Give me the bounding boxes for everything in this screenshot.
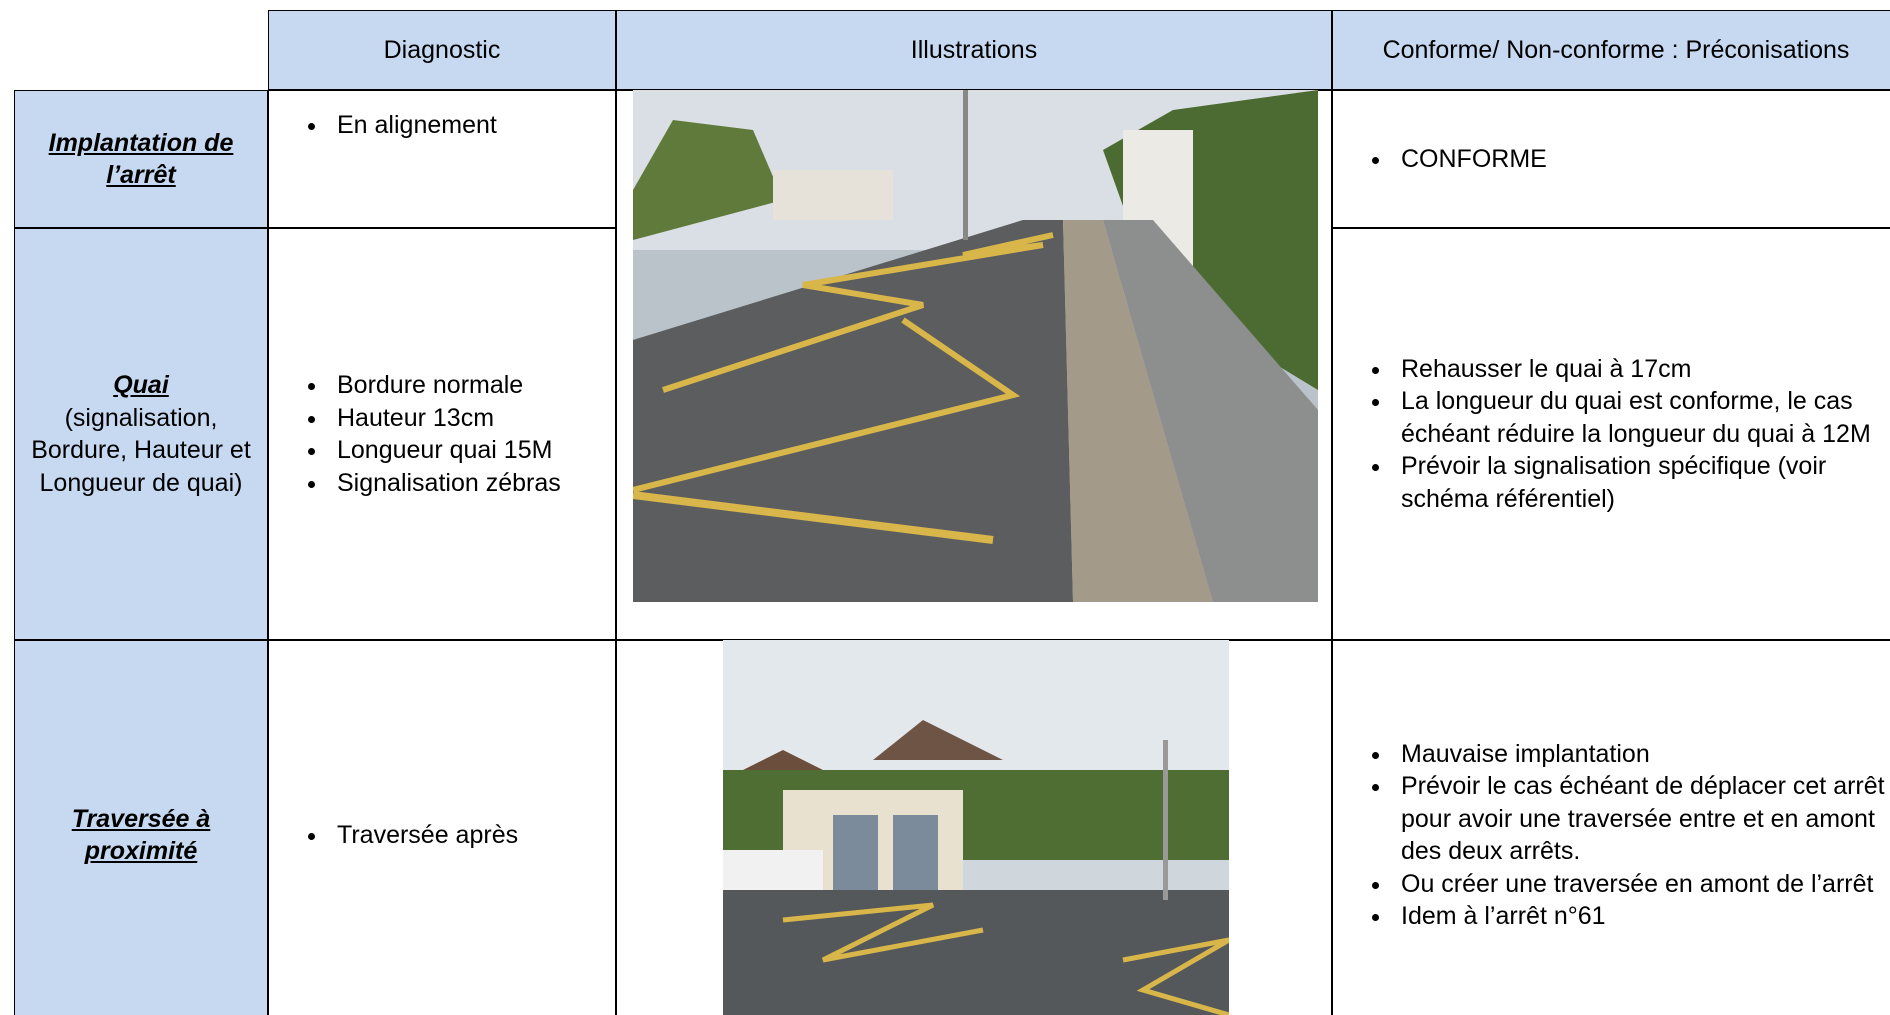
diagnostic-list: Bordure normaleHauteur 13cmLongueur quai… (269, 369, 561, 499)
recommendation-list: Mauvaise implantationPrévoir le cas éché… (1333, 738, 1890, 933)
header-text: Conforme/ Non-conforme : Préconisations (1382, 35, 1850, 64)
row-title: Traversée à proximité (71, 804, 211, 866)
diagnostic-cell: Bordure normaleHauteur 13cmLongueur quai… (268, 228, 616, 640)
diagnostic-cell: Traversée après (268, 640, 616, 1015)
diagnostic-item: Longueur quai 15M (329, 434, 561, 467)
photo-shelter (723, 640, 1229, 1015)
recommendation-item: Idem à l’arrêt n°61 (1393, 900, 1890, 933)
diagnostic-item: Signalisation zébras (329, 467, 561, 500)
row-label: Quai (signalisation, Bordure, Hauteur et … (14, 228, 268, 640)
recommendation-cell: Mauvaise implantationPrévoir le cas éché… (1332, 640, 1890, 1015)
recommendation-cell: CONFORME (1332, 90, 1890, 228)
header-text: Illustrations (910, 35, 1038, 64)
recommendation-item: La longueur du quai est conforme, le cas… (1393, 385, 1890, 450)
recommendation-item: Prévoir le cas échéant de déplacer cet a… (1393, 770, 1890, 868)
row-label: Traversée à proximité (14, 640, 268, 1015)
header-cell: Illustrations (616, 10, 1332, 90)
row-title: Quai (113, 371, 169, 399)
diagnostic-list: En alignement (269, 109, 497, 142)
recommendation-list: CONFORME (1333, 143, 1547, 176)
photo-street (633, 90, 1318, 602)
row-subtitle: (signalisation, Bordure, Hauteur et Long… (31, 403, 251, 497)
recommendation-item: Prévoir la signalisation spécifique (voi… (1393, 450, 1890, 515)
diagnostic-item: Hauteur 13cm (329, 402, 561, 435)
header-cell: Diagnostic (268, 10, 616, 90)
diagnostic-cell: En alignement (268, 90, 616, 228)
diagnostic-list: Traversée après (269, 819, 518, 852)
recommendation-cell: Rehausser le quai à 17cmLa longueur du q… (1332, 228, 1890, 640)
recommendation-item: Rehausser le quai à 17cm (1393, 353, 1890, 386)
diagnostic-item: Traversée après (329, 819, 518, 852)
row-title: Implantation de l’arrêt (48, 128, 234, 190)
row-label: Implantation de l’arrêt (14, 90, 268, 228)
recommendation-item: Mauvaise implantation (1393, 738, 1890, 771)
diagnostic-item: En alignement (329, 109, 497, 142)
diagnostic-item: Bordure normale (329, 369, 561, 402)
recommendation-list: Rehausser le quai à 17cmLa longueur du q… (1333, 353, 1890, 516)
header-text: Diagnostic (383, 35, 501, 64)
recommendation-item: CONFORME (1393, 143, 1547, 176)
header-cell: Conforme/ Non-conforme : Préconisations (1332, 10, 1890, 90)
recommendation-item: Ou créer une traversée en amont de l’arr… (1393, 868, 1890, 901)
